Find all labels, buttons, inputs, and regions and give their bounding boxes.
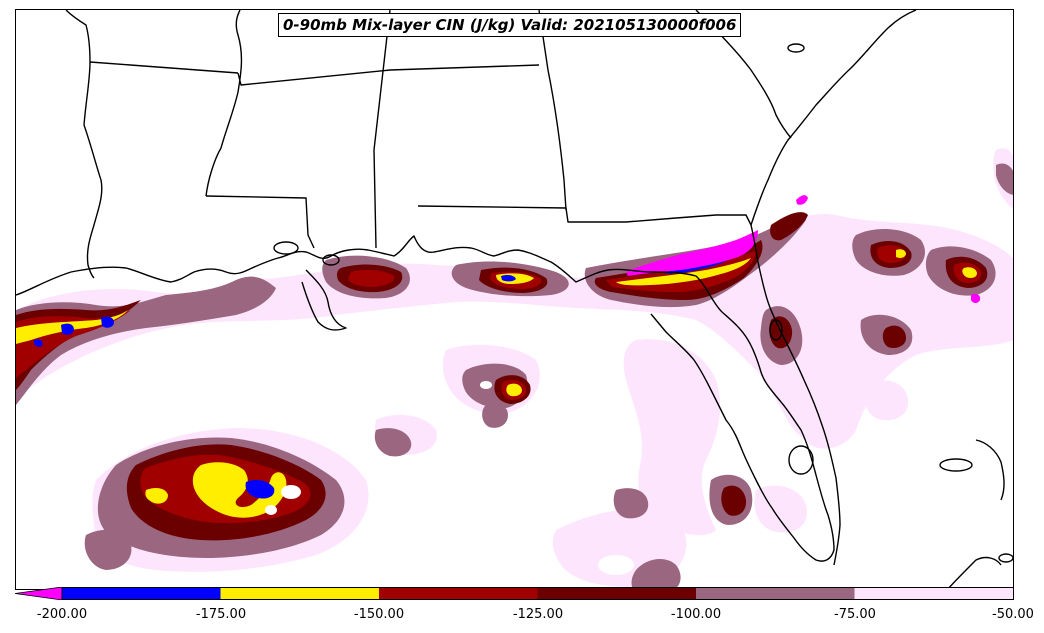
mississippi-alabama-border [373, 10, 391, 249]
mississippi-delta-outline [301, 269, 347, 331]
island-outline [322, 254, 340, 266]
colorbar-swatches [15, 587, 1014, 600]
cin-map [16, 10, 1013, 589]
colorbar-segment [854, 587, 1013, 600]
colorbar-segment [379, 587, 538, 600]
colorbar-tick-label: -100.00 [670, 607, 722, 622]
cuba-outline [946, 556, 1002, 589]
colorbar-segment [220, 587, 379, 600]
southeast-atlantic-coast [750, 10, 917, 226]
cin-shading [16, 148, 1013, 589]
texas-border [83, 124, 103, 279]
arkansas-mississippi-border [89, 61, 239, 74]
colorbar-extend-min [15, 587, 63, 600]
arkansas-louisiana-border [205, 10, 243, 197]
lake-outline [787, 43, 805, 53]
lake-okeechobee-outline [788, 445, 814, 475]
colorbar-tick-label: -125.00 [512, 607, 564, 622]
florida-east-coast [750, 224, 841, 566]
colorbar-tick-label: -200.00 [36, 607, 88, 622]
map-title: 0-90mb Mix-layer CIN (J/kg) Valid: 20210… [278, 13, 742, 37]
oklahoma-border [65, 10, 91, 126]
island-outline [998, 553, 1013, 563]
louisiana-mississippi-border [205, 195, 315, 249]
tennessee-border [237, 64, 540, 86]
coastlines-and-borders [16, 10, 1013, 589]
colorbar-segment [696, 587, 855, 600]
cin-holes [265, 381, 813, 575]
alabama-georgia-border [538, 10, 567, 211]
florida-northern-border [417, 205, 752, 226]
island-outline [273, 241, 299, 255]
colorbar [15, 587, 1014, 600]
island-outline [769, 319, 783, 341]
colorbar-tick-label: -150.00 [353, 607, 405, 622]
colorbar-tick-label: -50.00 [992, 607, 1034, 622]
map-panel [15, 9, 1014, 590]
bahamas-outline [939, 458, 973, 472]
bahamas-outline [975, 439, 1005, 501]
colorbar-tick-label: -75.00 [834, 607, 876, 622]
colorbar-segment [537, 587, 696, 600]
colorbar-segment [62, 587, 221, 600]
texas-louisiana-coast [16, 235, 835, 562]
colorbar-frame [61, 587, 1014, 600]
cin-level-magenta [626, 195, 981, 303]
colorbar-tick-label: -175.00 [195, 607, 247, 622]
